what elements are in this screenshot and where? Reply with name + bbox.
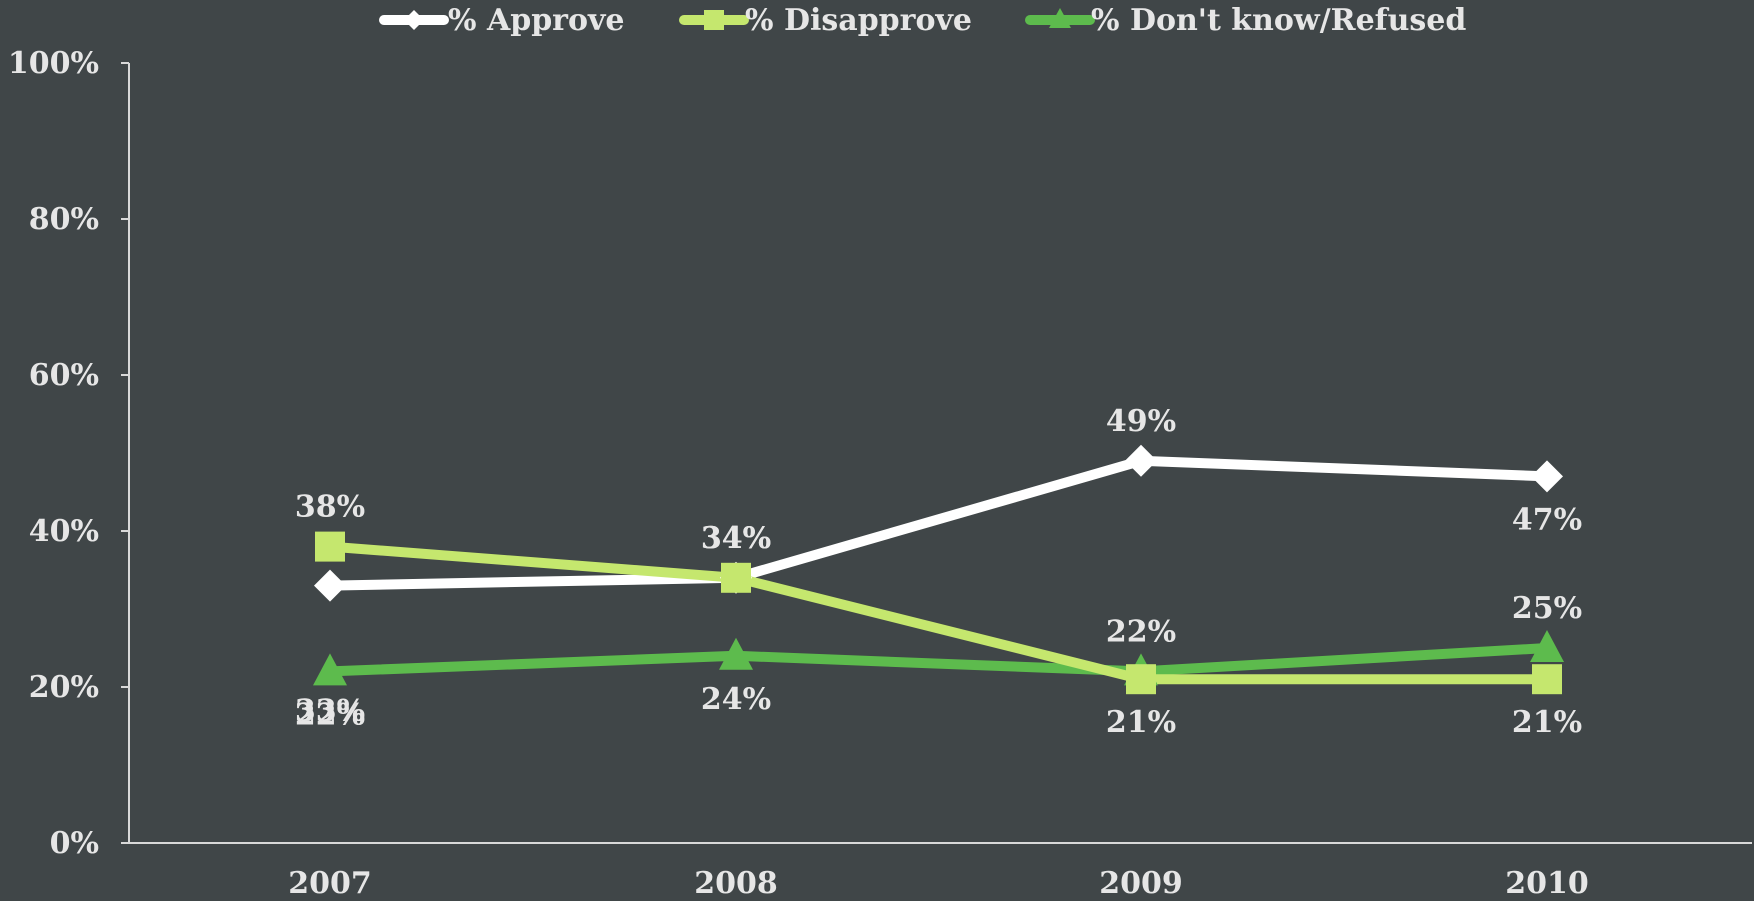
- series-line-2: [325, 643, 1552, 677]
- data-label: 22%: [1106, 614, 1176, 649]
- legend: % Approve % Disapprove % Don't know/Refuse…: [379, 3, 1466, 38]
- data-point: [719, 637, 753, 670]
- data-label: 47%: [1512, 502, 1582, 537]
- legend-swatch-marker: [404, 10, 424, 30]
- data-point: [1125, 444, 1157, 477]
- data-label: 34%: [701, 521, 771, 556]
- x-tick-label: 2007: [288, 866, 372, 901]
- data-label: 34%: [701, 521, 771, 556]
- data-point: [721, 562, 751, 593]
- data-label: 21%: [1512, 705, 1582, 740]
- data-label: 22%: [295, 697, 365, 732]
- legend-swatch-marker: [1049, 8, 1071, 28]
- legend-label: % Disapprove: [745, 3, 972, 38]
- series-line-1: [325, 541, 1552, 685]
- data-point: [1532, 664, 1562, 695]
- data-point: [315, 531, 345, 562]
- y-tick-label: 20%: [29, 670, 99, 705]
- data-labels: 33%34%49%47%38%34%21% 21%22% 24%22%25%: [295, 404, 1582, 740]
- data-point: [313, 653, 347, 686]
- legend-item: % Approve: [379, 3, 625, 38]
- legend-item: % Disapprove: [679, 3, 972, 38]
- legend-label: % Approve: [448, 3, 625, 38]
- y-tick-label: 100%: [8, 46, 99, 81]
- y-tick-label: 80%: [29, 202, 99, 237]
- x-tick-label: 2010: [1505, 866, 1589, 901]
- series-lines: [325, 455, 1552, 685]
- legend-swatch-marker: [704, 10, 724, 30]
- y-tick-label: 0%: [50, 826, 99, 861]
- x-tick-label: 2009: [1099, 866, 1183, 901]
- series-markers: [313, 444, 1564, 695]
- data-point: [1531, 460, 1563, 493]
- data-label: 25%: [1512, 591, 1582, 626]
- legend-label: % Don't know/Refused: [1091, 3, 1466, 38]
- data-label: 21%: [1106, 705, 1176, 740]
- legend-item: % Don't know/Refused: [1025, 3, 1466, 38]
- x-tick-label: 2008: [694, 866, 778, 901]
- y-tick-label: 60%: [29, 358, 99, 393]
- data-point: [1530, 630, 1564, 662]
- data-label: 38%: [295, 490, 365, 525]
- data-label: 49%: [1106, 404, 1176, 439]
- axes: 0% 20% 40% 60% 80% 100% 2007 2008 2009 2010: [8, 46, 1752, 901]
- data-label: 33%: [295, 694, 365, 729]
- data-label: 24%: [701, 682, 771, 717]
- data-point: [1126, 664, 1156, 695]
- series-line-0: [325, 455, 1552, 591]
- y-tick-label: 40%: [29, 514, 99, 549]
- data-point: [314, 569, 346, 602]
